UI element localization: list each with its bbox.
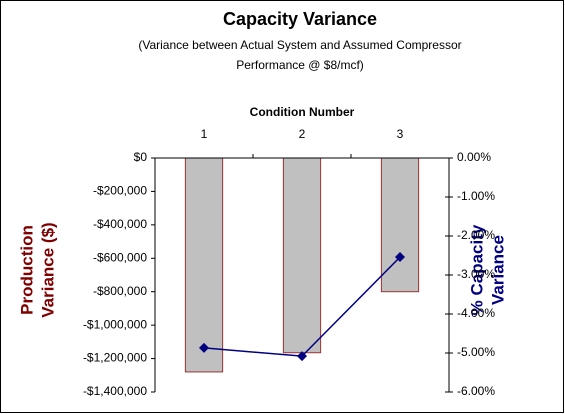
chart-subtitle: (Variance between Actual System and Assu…: [138, 38, 461, 52]
bar: [282, 157, 322, 354]
y-tick-label: -$1,400,000: [83, 384, 147, 398]
line-marker: [297, 351, 307, 362]
y-tick-label: -$1,000,000: [83, 317, 147, 331]
y2-tick-label: -6.00%: [457, 384, 495, 398]
chart-subtitle: Performance @ $8/mcf): [236, 58, 364, 72]
y2-tick-label: -1.00%: [457, 189, 495, 203]
bar: [380, 157, 420, 293]
bar: [184, 157, 224, 373]
x-tick-label: 1: [201, 127, 208, 141]
y2-axis-title: % Capacity: [467, 224, 486, 315]
y-tick-label: -$400,000: [93, 217, 147, 231]
x-tick-label: 2: [299, 127, 306, 141]
x-tick-label: 3: [397, 127, 404, 141]
y2-axis-title: Variance: [488, 235, 507, 305]
y2-tick-label: 0.00%: [457, 150, 491, 164]
y-tick-label: $0: [134, 150, 148, 164]
y2-tick-label: -4.00%: [457, 306, 495, 320]
y2-tick-label: -5.00%: [457, 345, 495, 359]
chart-title: Capacity Variance: [223, 9, 377, 29]
y2-tick-label: -2.00%: [457, 228, 495, 242]
y-axis-title: Production: [17, 225, 36, 315]
y-tick-label: -$800,000: [93, 284, 147, 298]
line-marker: [395, 252, 405, 263]
y-tick-label: -$1,200,000: [83, 351, 147, 365]
y-tick-label: -$200,000: [93, 184, 147, 198]
y-axis-title: Variance ($): [38, 222, 57, 317]
x-axis-title: Condition Number: [250, 105, 355, 119]
y2-tick-label: -3.00%: [457, 267, 495, 281]
y-tick-label: -$600,000: [93, 250, 147, 264]
line-marker: [199, 342, 209, 353]
